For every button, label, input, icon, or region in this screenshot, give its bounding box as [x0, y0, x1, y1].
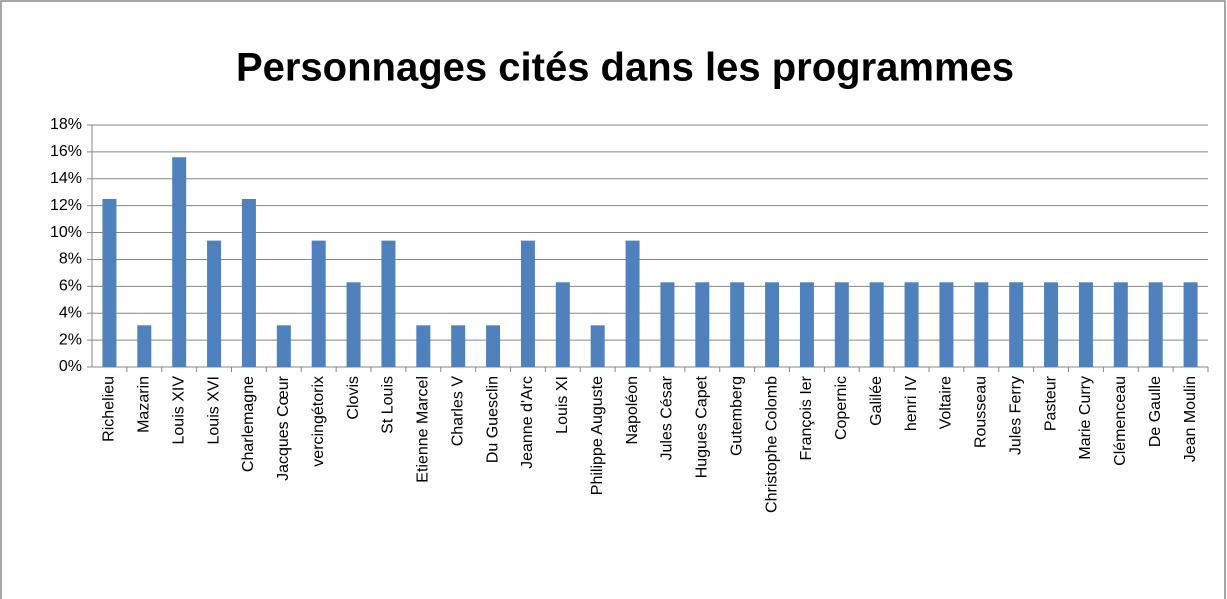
bar [904, 282, 919, 367]
y-tick-label: 18% [50, 116, 82, 133]
bar [555, 282, 570, 367]
x-tick-label: Voltaire [938, 376, 955, 429]
x-tick-label: Charles V [449, 376, 466, 447]
x-tick-label: henri IV [903, 376, 920, 431]
bar [590, 325, 605, 367]
bar [486, 325, 501, 367]
x-tick-label: vercingétorix [310, 376, 327, 467]
x-tick-label: De Gaulle [1147, 376, 1164, 447]
x-tick-label: Louis XI [554, 376, 571, 434]
bar [1009, 282, 1024, 367]
x-tick-label: Philippe Auguste [589, 376, 606, 495]
x-tick-label: Jean Moulin [1182, 376, 1199, 462]
bar [1113, 282, 1128, 367]
y-tick-label: 14% [50, 170, 82, 187]
x-tick-label: Louis XIV [170, 376, 187, 445]
bar [1183, 282, 1198, 367]
x-tick-label: Napoléon [624, 376, 641, 445]
bar [137, 325, 152, 367]
y-tick-label: 12% [50, 197, 82, 214]
x-tick-label: Galilée [868, 376, 885, 426]
y-tick-label: 4% [59, 304, 82, 321]
x-tick-label: Clémenceau [1112, 376, 1129, 466]
bar [660, 282, 675, 367]
y-tick-label: 8% [59, 251, 82, 268]
x-tick-label: Clovis [345, 376, 362, 420]
y-tick-label: 2% [59, 331, 82, 348]
x-tick-label: Christophe Colomb [763, 376, 780, 513]
bar [834, 282, 849, 367]
bar [1078, 282, 1093, 367]
x-tick-label: Rousseau [973, 376, 990, 448]
x-tick-label: Etienne Marcel [415, 376, 432, 483]
bar [381, 240, 396, 367]
y-tick-label: 0% [59, 358, 82, 375]
bar [974, 282, 989, 367]
y-tick-label: 16% [50, 143, 82, 160]
bar [207, 240, 222, 367]
x-tick-label: Gutemberg [728, 376, 745, 456]
bar [520, 240, 535, 367]
x-tick-label: Jeanne d'Arc [519, 376, 536, 469]
x-tick-label: Du Guesclin [484, 376, 501, 463]
x-tick-label: Richelieu [101, 376, 118, 442]
bar [276, 325, 291, 367]
bar [625, 240, 640, 367]
bar [869, 282, 884, 367]
bar [172, 157, 187, 367]
bar [1044, 282, 1059, 367]
bar [241, 198, 256, 367]
x-tick-label: Jules Ferry [1007, 376, 1024, 455]
x-tick-label: St Louis [380, 376, 397, 434]
bar [102, 198, 117, 367]
bar [346, 282, 361, 367]
x-tick-label: Charlemagne [240, 376, 257, 472]
x-tick-label: Hugues Capet [694, 375, 711, 478]
bar [939, 282, 954, 367]
bar [730, 282, 745, 367]
bar [311, 240, 326, 367]
bar [451, 325, 466, 367]
x-tick-label: Jacques Cœur [275, 375, 292, 481]
x-tick-label: Marie Curry [1077, 376, 1094, 460]
bar [416, 325, 431, 367]
y-tick-label: 6% [59, 278, 82, 295]
bar [799, 282, 814, 367]
bar [695, 282, 710, 367]
x-tick-label: Pasteur [1042, 375, 1059, 431]
x-tick-label: Copernic [833, 376, 850, 440]
x-tick-label: Louis XVI [205, 376, 222, 444]
x-tick-label: Mazarin [136, 376, 153, 433]
x-tick-label: Jules César [659, 375, 676, 460]
chart-title: Personnages cités dans les programmes [236, 46, 1014, 90]
bar [765, 282, 780, 367]
y-tick-label: 10% [50, 224, 82, 241]
x-tick-label: François Ier [798, 375, 815, 460]
bar [1148, 282, 1163, 367]
